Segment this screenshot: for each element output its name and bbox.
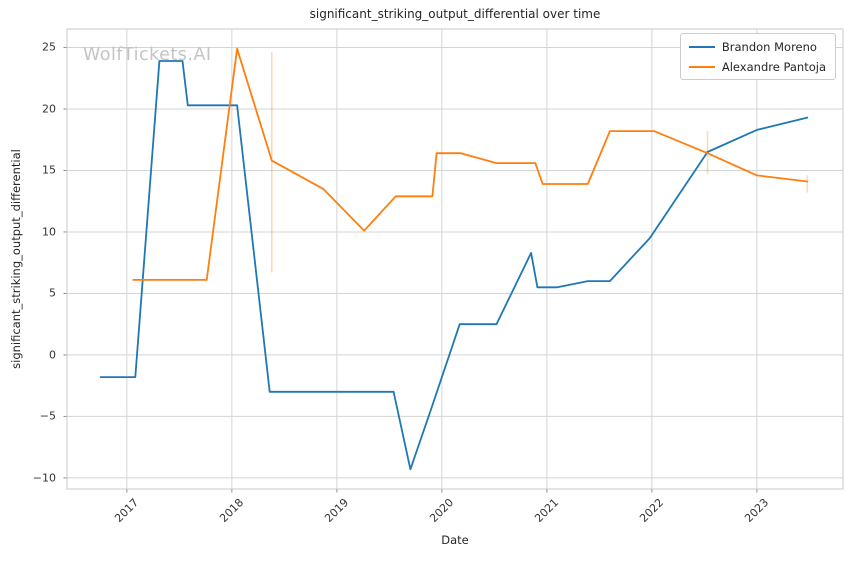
chart-title: significant_striking_output_differential… bbox=[309, 7, 601, 21]
y-tick-label: 25 bbox=[42, 40, 56, 54]
y-axis-label: significant_striking_output_differential bbox=[9, 149, 23, 369]
y-tick-label: 20 bbox=[42, 102, 56, 116]
legend-item-alexandre-pantoja: Alexandre Pantoja bbox=[688, 59, 826, 74]
x-axis-label: Date bbox=[441, 533, 469, 547]
series-line-1 bbox=[132, 47, 809, 281]
y-tick-label: −5 bbox=[39, 409, 56, 423]
plot-frame bbox=[66, 28, 844, 490]
legend-line-swatch-blue bbox=[688, 45, 715, 48]
legend: Brandon Moreno Alexandre Pantoja bbox=[679, 33, 836, 80]
watermark: WolfTickets.AI bbox=[83, 45, 212, 65]
legend-label: Brandon Moreno bbox=[721, 39, 817, 54]
y-tick-label: 0 bbox=[49, 348, 56, 362]
legend-label: Alexandre Pantoja bbox=[721, 59, 826, 74]
series-line-0 bbox=[99, 60, 809, 471]
y-tick-label: 15 bbox=[42, 163, 56, 177]
y-tick-label: 10 bbox=[42, 225, 56, 239]
y-tick-label: −10 bbox=[32, 471, 56, 485]
legend-line-swatch-orange bbox=[688, 65, 715, 68]
legend-item-brandon-moreno: Brandon Moreno bbox=[688, 39, 826, 54]
y-tick-label: 5 bbox=[49, 286, 56, 300]
